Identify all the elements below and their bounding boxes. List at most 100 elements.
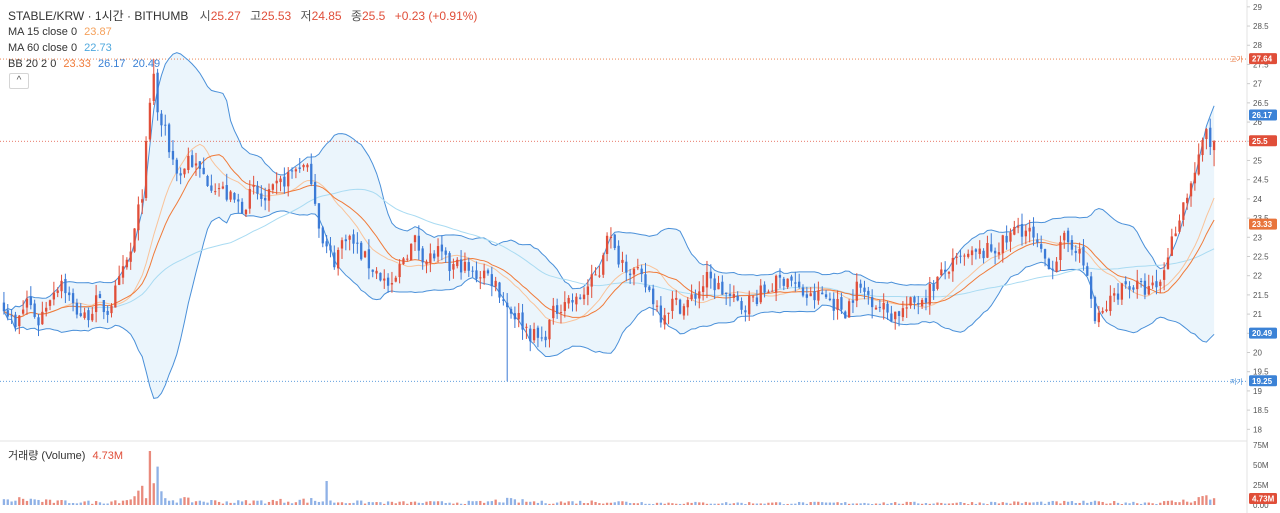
volume-bar [1109,503,1112,505]
volume-bar [75,503,79,505]
volume-tick-label: 25M [1253,481,1269,490]
volume-bar [494,499,497,505]
volume-bar [367,501,371,505]
bb-legend[interactable]: BB 20 2 0 23.33 26.17 20.49 [8,58,164,70]
indicator-badge-1-text: 23.33 [1252,220,1273,229]
candle-body [555,305,559,314]
volume-bar [813,501,816,505]
candle-body [383,278,386,281]
volume-bar [279,498,282,505]
volume-bar [60,499,63,505]
volume-bar [37,499,40,505]
candle-body [425,261,428,265]
volume-bar [732,503,736,505]
chevron-up-icon: ^ [16,75,22,86]
candle-body [152,73,155,101]
candle-body [436,246,440,257]
candle-body [813,291,816,301]
volume-bar [1001,502,1004,505]
volume-bar [325,481,328,505]
volume-bar [110,501,113,505]
volume-bar [1189,502,1193,505]
ma60-legend[interactable]: MA 60 close 0 22.73 [8,42,116,54]
close-value: 25.5 [361,9,386,23]
candle-body [344,239,347,242]
y-tick-label: 28.5 [1253,22,1269,31]
volume-bar [544,503,547,505]
candle-body [64,278,67,294]
volume-bar [87,500,90,505]
candle-body [532,328,536,341]
volume-bar [690,502,693,505]
candle-body [667,312,670,314]
volume-bar [375,502,378,505]
volume-bar [383,503,386,505]
volume-bar [1009,503,1012,505]
candle-body [260,193,263,199]
volume-bar [736,502,739,505]
volume-bar [655,502,659,505]
volume-bar [1101,501,1104,505]
volume-bar [805,503,809,505]
volume-bar [609,502,613,505]
y-tick-label: 22.5 [1253,252,1269,261]
candle-body [817,290,820,301]
volume-bar [790,503,793,505]
y-tick-label: 22 [1253,272,1262,281]
last-price-badge [1249,135,1277,147]
candle-body [982,250,985,259]
candle-body [859,283,862,288]
volume-bar [164,498,167,505]
bb-lower-line [3,210,1215,399]
ma15-legend[interactable]: MA 15 close 0 23.87 [8,26,116,38]
volume-legend[interactable]: 거래량 (Volume) 4.73M [8,447,127,463]
candle-body [778,274,782,278]
volume-bar [25,500,29,505]
y-tick-label: 29 [1253,3,1262,12]
candle-body [655,305,659,307]
volume-bar [913,501,916,505]
volume-bar [1128,503,1131,505]
candle-body [386,277,390,286]
volume-bar [851,503,855,505]
candle-body [744,310,747,313]
volume-bar [456,502,459,505]
candle-body [448,253,451,272]
volume-bar [317,501,321,505]
candle-body [563,302,566,311]
high-price-badge [1249,53,1277,65]
candle-body [148,102,152,140]
volume-bar [502,502,505,505]
symbol-title[interactable]: STABLE/KRW · 1시간 · BITHUMB [8,9,189,23]
candle-body [194,163,198,166]
volume-bar [171,500,175,505]
candle-body [91,313,94,321]
candle-body [98,294,102,299]
candle-body [936,276,939,289]
candle-body [75,302,79,315]
volume-bar [141,485,144,505]
volume-bar [21,498,25,505]
volume-bar [721,503,724,505]
volume-bar [240,501,244,505]
volume-bar [1178,502,1181,505]
candle-body [18,315,21,327]
volume-bar [878,503,881,505]
volume-bar [206,502,209,505]
candle-body [970,250,974,256]
candle-body [590,274,593,287]
volume-bar [628,503,632,505]
candle-body [271,184,274,190]
volume-bar [867,503,870,505]
candle-body [851,300,855,303]
volume-bar [210,500,213,505]
collapse-legend-button[interactable]: ^ [9,73,29,89]
volume-bar [1143,502,1147,505]
volume-bar [425,501,428,505]
candle-body [663,315,666,325]
volume-bar [1182,499,1185,505]
volume-bar [344,503,347,505]
candle-body [233,193,236,200]
volume-bar [744,504,747,505]
